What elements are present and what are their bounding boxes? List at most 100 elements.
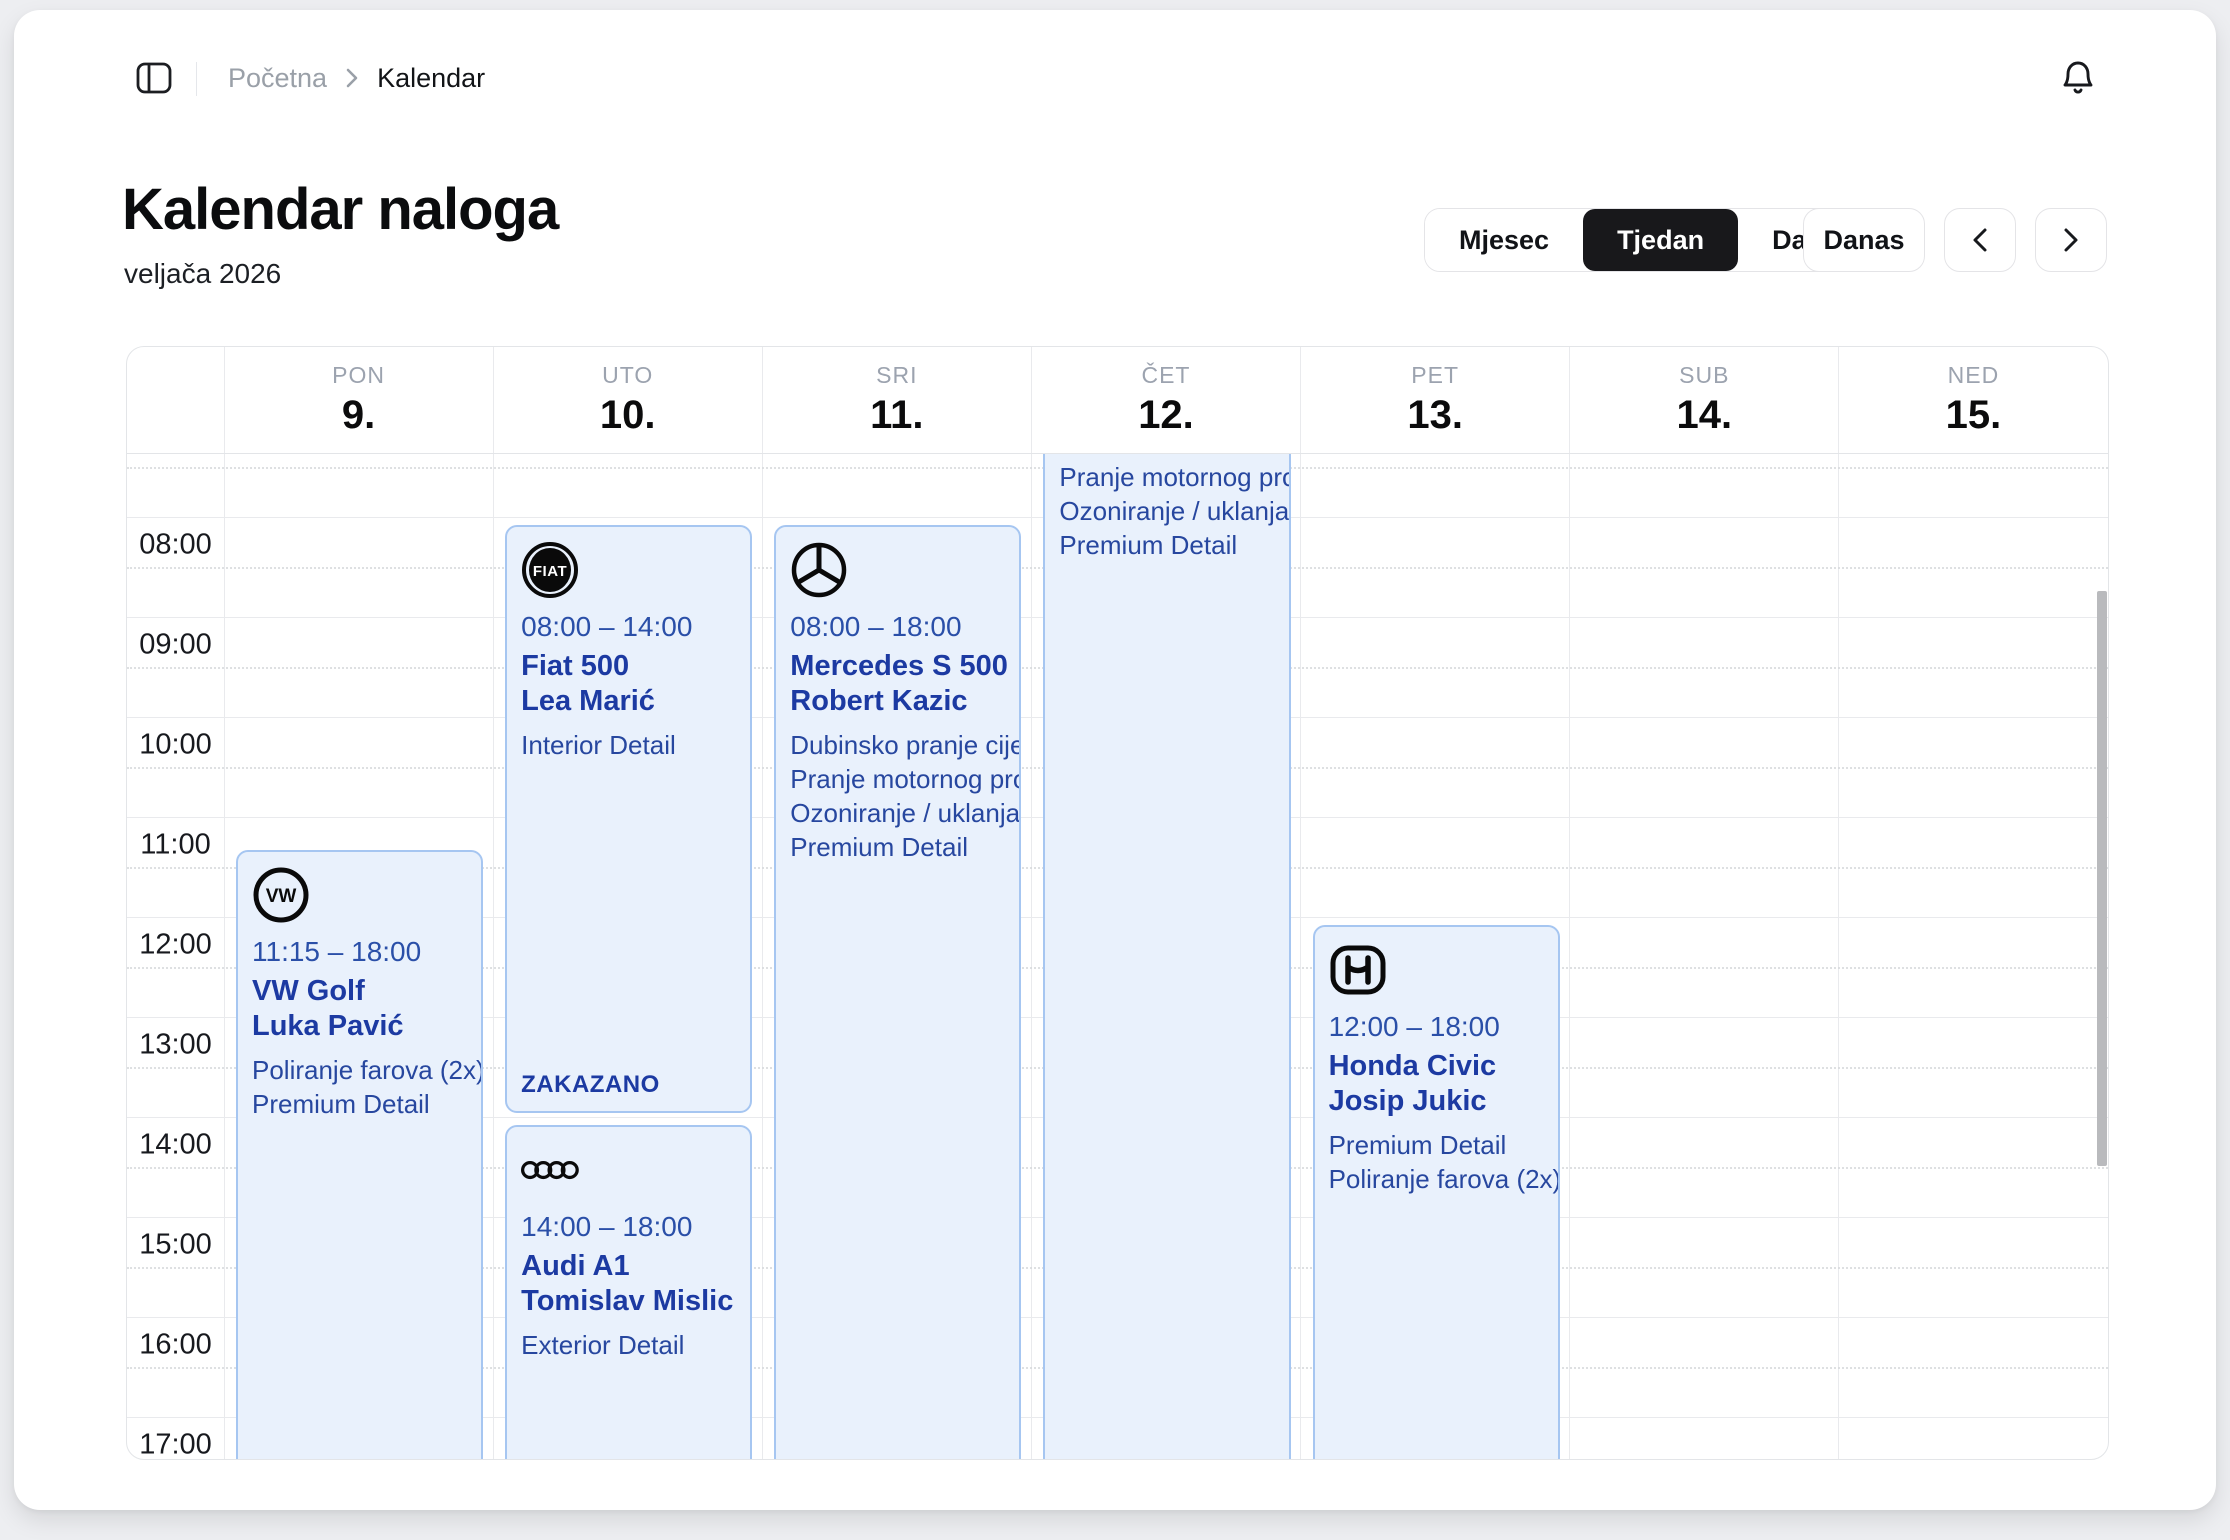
event-service: Exterior Detail	[521, 1330, 685, 1360]
event-service: Ozoniranje / uklanjanje…	[1059, 496, 1290, 526]
event-titles: Fiat 500 Lea Marić	[521, 649, 736, 719]
hour-label-1600: 16:00	[139, 1328, 212, 1361]
event-time: 08:00 – 18:00	[790, 611, 962, 642]
event-service: Premium Detail	[1059, 530, 1238, 560]
event-vehicle: Audi A1	[521, 1250, 630, 1282]
hour-label-0900: 09:00	[139, 628, 212, 661]
event-services: Poliranje farova (2x) Premium Detail	[252, 1053, 484, 1121]
day-abbr: UTO	[602, 362, 654, 388]
event-service: Premium Detail	[1328, 1130, 1507, 1160]
day-header-uto[interactable]: UTO 10.	[493, 347, 762, 453]
sidebar-toggle-button[interactable]	[132, 56, 176, 100]
event-services: Interior Detail	[521, 728, 736, 762]
day-number: 14.	[1676, 393, 1733, 437]
calendar-header-divider	[127, 453, 2108, 454]
day-number: 12.	[1138, 393, 1194, 437]
day-header-sub[interactable]: SUB 14.	[1570, 347, 1839, 453]
event-services: Exterior Detail	[521, 1328, 736, 1362]
event-service: Pranje motornog prost…	[790, 764, 1019, 794]
column-divider	[761, 347, 763, 1459]
view-button-tjedan[interactable]: Tjedan	[1583, 209, 1739, 271]
day-header-pon[interactable]: PON 9.	[224, 347, 493, 453]
event-status-badge: ZAKAZANO	[521, 1071, 660, 1098]
hour-label-1300: 13:00	[139, 1028, 212, 1061]
next-week-button[interactable]	[2035, 208, 2107, 272]
event-vehicle: Mercedes S 500	[790, 650, 1008, 682]
event-card-mercedes-s-500[interactable]: 08:00 – 18:00 Mercedes S 500 Robert Kazic D…	[774, 525, 1022, 1459]
day-header-ned[interactable]: NED 15.	[1839, 347, 2108, 453]
event-time: 08:00 – 14:00	[521, 611, 693, 642]
event-service: Poliranje farova (2x)	[252, 1055, 484, 1085]
event-titles: Honda Civic Josip Jukic	[1329, 1049, 1544, 1119]
vw-logo-icon: VW	[252, 866, 310, 924]
today-button[interactable]: Danas	[1803, 208, 1925, 272]
event-customer: Luka Pavić	[252, 1010, 404, 1042]
event-time: 14:00 – 18:00	[521, 1211, 693, 1242]
event-card-honda-civic[interactable]: 12:00 – 18:00 Honda Civic Josip Jukic Premi…	[1312, 925, 1560, 1459]
column-divider	[1030, 347, 1032, 1459]
event-service: Pranje motornog prost…	[1059, 462, 1288, 492]
event-card[interactable]: Pranje motornog prost… Ozoniranje / uklan…	[1043, 454, 1291, 1459]
view-button-mjesec[interactable]: Mjesec	[1425, 209, 1584, 271]
day-number: 13.	[1407, 393, 1463, 437]
hour-label-0800: 08:00	[139, 528, 212, 561]
calendar-grid[interactable]: 07:00 08:00 09:00 10:00 11:00 12:00 13:00 14:00…	[127, 454, 2108, 1459]
event-time: 11:15 – 18:00	[252, 936, 422, 967]
column-divider	[1569, 347, 1571, 1459]
sidebar-toggle-icon	[136, 62, 172, 94]
bell-icon	[2061, 60, 2095, 96]
event-services: Pranje motornog prost… Ozoniranje / uklan…	[1059, 460, 1290, 562]
event-customer: Robert Kazic	[790, 685, 968, 717]
day-number: 9.	[341, 393, 376, 437]
column-divider	[224, 347, 225, 1459]
day-header-pet[interactable]: PET 13.	[1301, 347, 1570, 453]
mercedes-logo-icon	[790, 541, 848, 599]
view-switcher: Mjesec Tjedan Dan	[1424, 208, 1859, 272]
view-segmented-control: Mjesec Tjedan Dan	[1424, 208, 1859, 272]
honda-logo-icon	[1329, 941, 1387, 999]
prev-week-button[interactable]	[1944, 208, 2016, 272]
event-service: Premium Detail	[790, 832, 968, 862]
breadcrumb: Početna Kalendar	[228, 56, 485, 100]
day-header-sri[interactable]: SRI 11.	[762, 347, 1031, 453]
event-vehicle: Fiat 500	[521, 650, 630, 682]
calendar-scrollbar[interactable]	[2097, 591, 2107, 1166]
day-abbr: ČET	[1141, 362, 1191, 388]
event-services: Dubinsko pranje cijelog… Pranje motornog …	[790, 728, 1022, 864]
day-header-čet[interactable]: ČET 12.	[1031, 347, 1300, 453]
event-time: 12:00 – 18:00	[1328, 1011, 1500, 1042]
hour-label-1200: 12:00	[139, 928, 212, 961]
svg-text:FIAT: FIAT	[533, 563, 567, 580]
event-vehicle: VW Golf	[252, 975, 365, 1007]
breadcrumb-current: Kalendar	[377, 62, 486, 93]
event-customer: Tomislav Mislic	[521, 1285, 734, 1317]
hour-label-0700: 07:00	[127, 454, 224, 462]
week-calendar: 07:00 08:00 09:00 10:00 11:00 12:00 13:00 14:00…	[126, 346, 2109, 1460]
svg-text:VW: VW	[266, 886, 297, 907]
page-title: Kalendar naloga	[122, 177, 559, 242]
column-divider	[492, 347, 494, 1459]
hour-label-1100: 11:00	[140, 828, 211, 861]
event-service: Ozoniranje / uklanjanje…	[790, 798, 1021, 828]
day-abbr: NED	[1947, 362, 2000, 388]
event-service: Poliranje farova (2x)	[1328, 1164, 1560, 1194]
event-card-vw-golf[interactable]: VW 11:15 – 18:00 VW Golf Luka Pavić Poliranj…	[236, 850, 484, 1459]
event-card-audi-a1[interactable]: 14:00 – 18:00 Audi A1 Tomislav Mislic Exter…	[505, 1125, 753, 1459]
hour-label-1400: 14:00	[139, 1128, 212, 1161]
day-abbr: SRI	[876, 362, 918, 388]
event-service: Interior Detail	[521, 730, 676, 760]
event-services: Premium Detail Poliranje farova (2x)	[1328, 1128, 1560, 1196]
day-number: 11.	[870, 393, 924, 437]
day-abbr: SUB	[1679, 362, 1730, 388]
column-divider	[1838, 347, 1840, 1459]
event-service: Dubinsko pranje cijelog…	[790, 730, 1022, 760]
event-card-fiat-500[interactable]: FIAT 08:00 – 14:00 Fiat 500 Lea Marić Interi…	[505, 525, 753, 1113]
hour-label-1700: 17:00	[139, 1428, 212, 1460]
hour-label-1500: 15:00	[139, 1228, 212, 1261]
breadcrumb-parent[interactable]: Početna	[228, 62, 328, 93]
column-divider	[1300, 347, 1302, 1459]
event-customer: Josip Jukic	[1328, 1085, 1487, 1117]
breadcrumb-chevron-icon	[345, 67, 359, 89]
notifications-button[interactable]	[2052, 52, 2104, 104]
event-service: Premium Detail	[252, 1089, 430, 1119]
